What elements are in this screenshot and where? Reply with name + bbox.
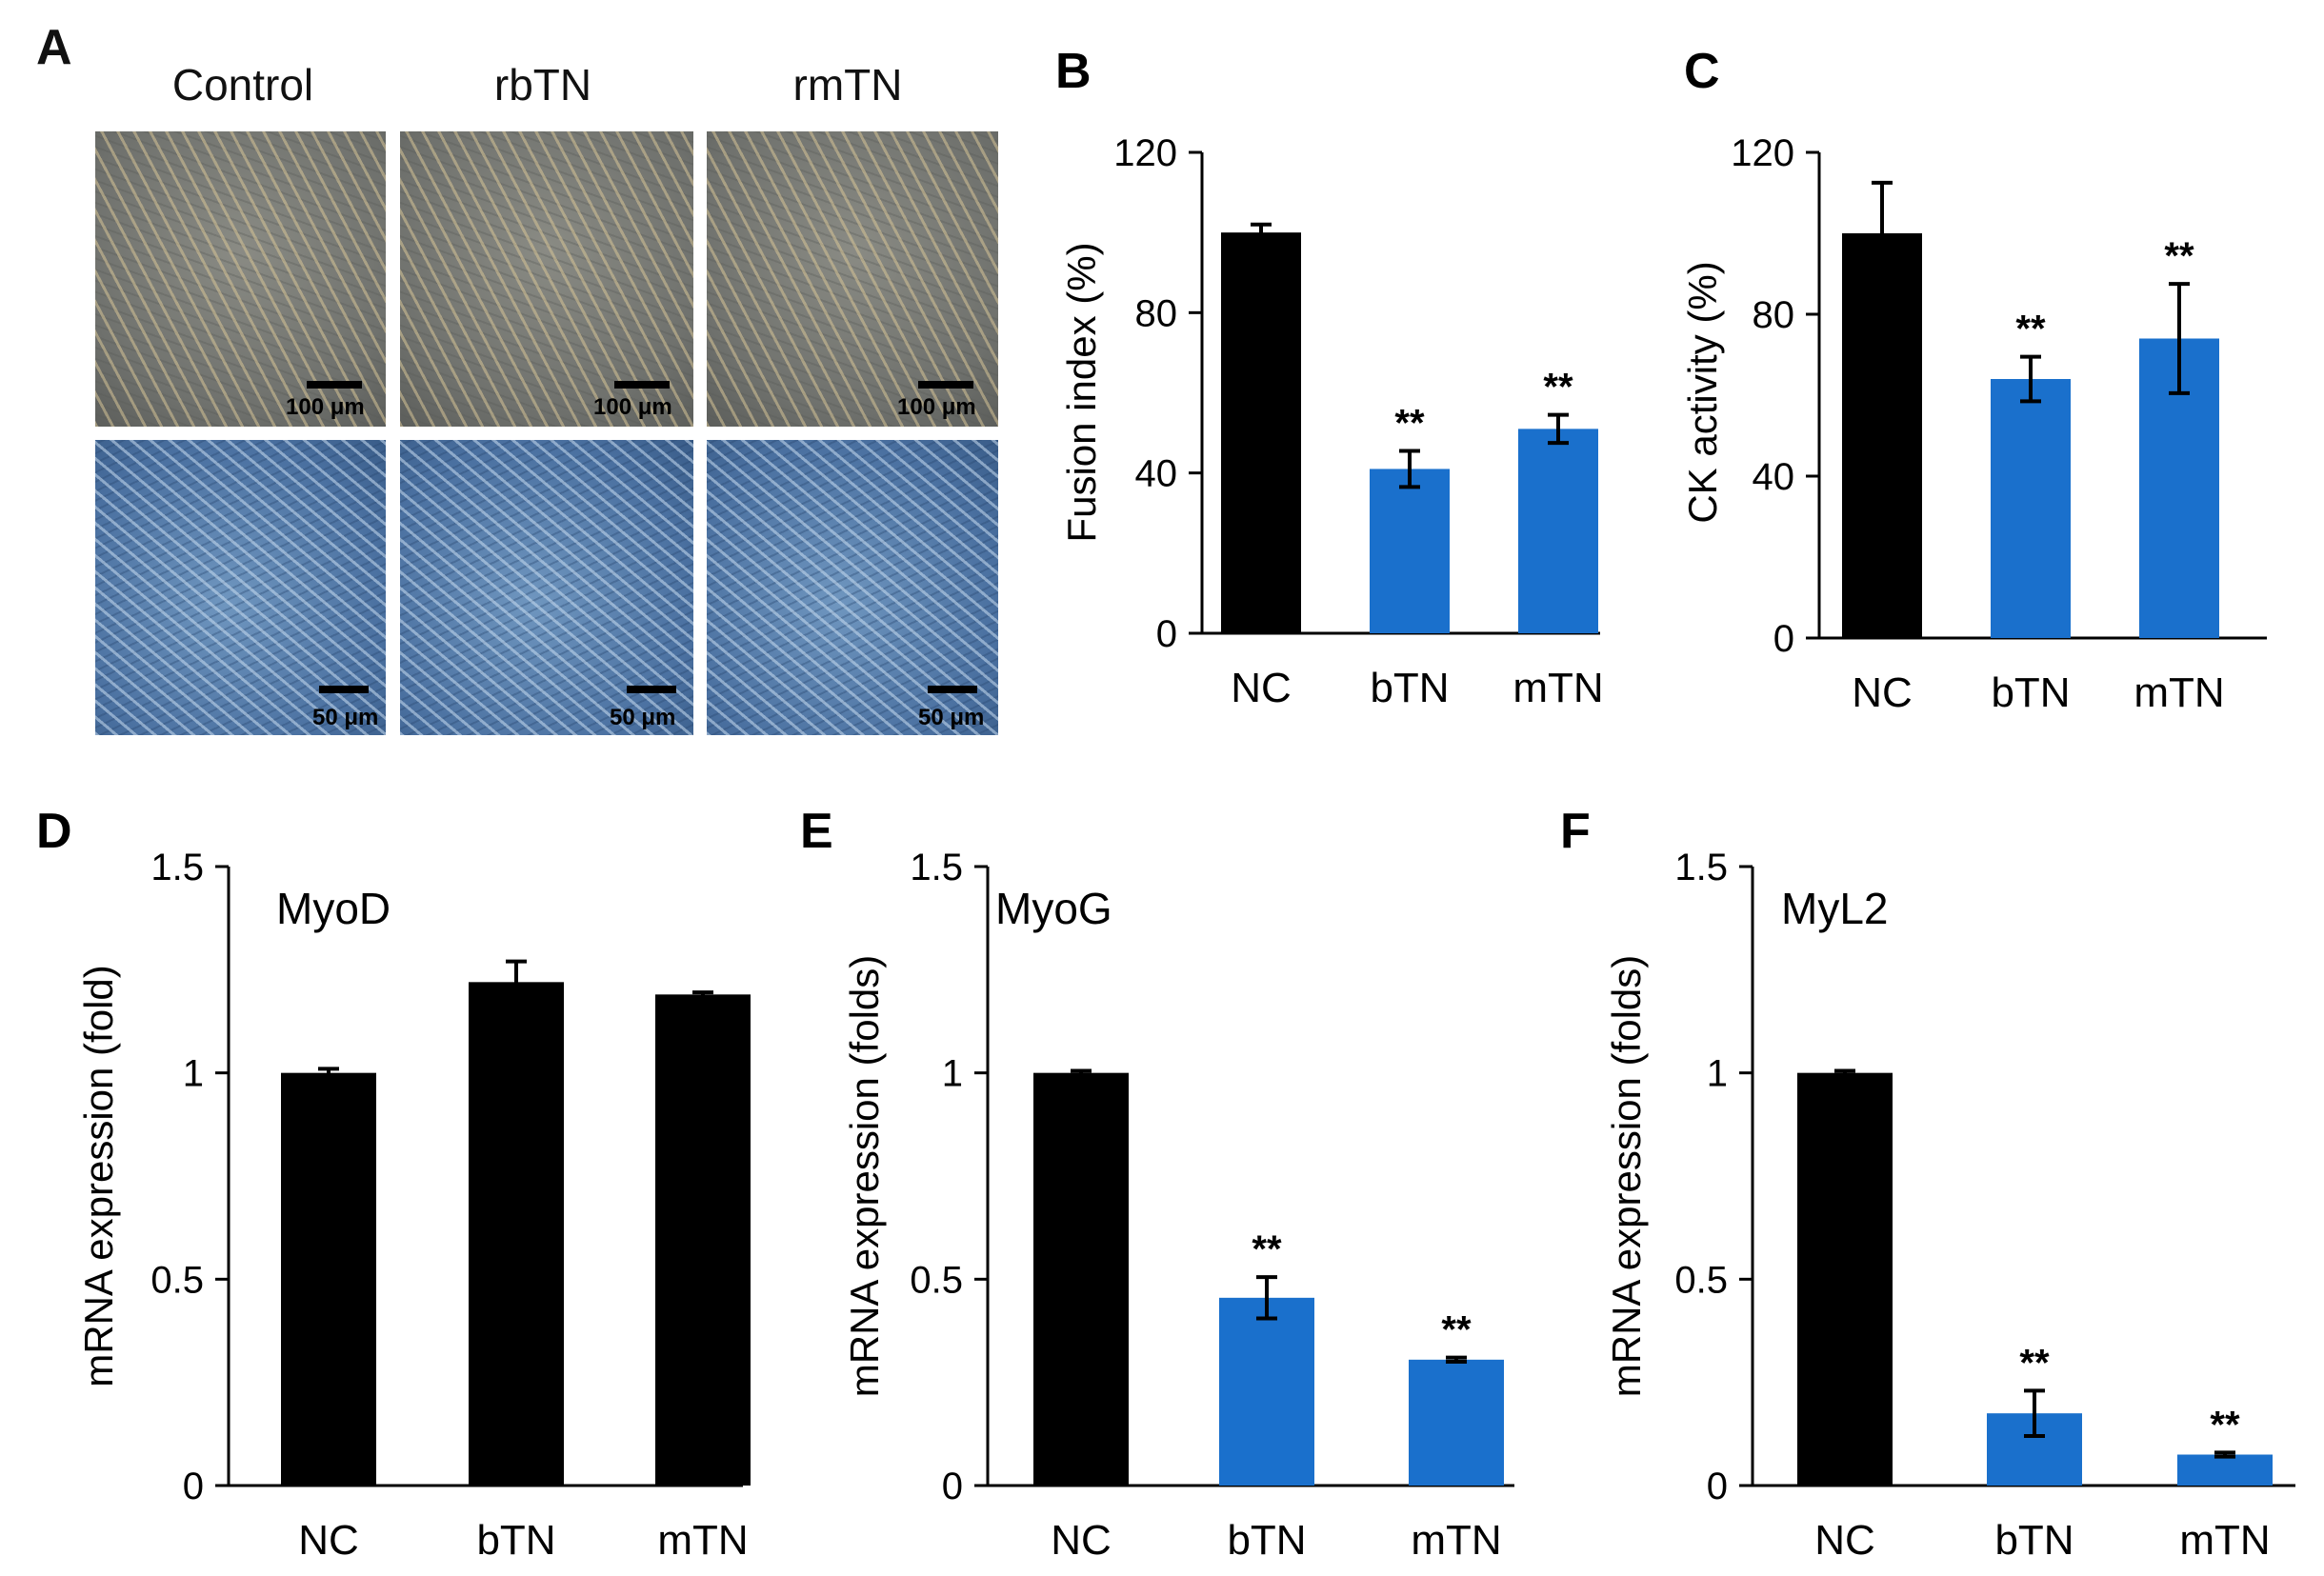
bar-nc	[1033, 1072, 1129, 1486]
significance-marker: **	[1252, 1228, 1282, 1270]
x-tick-label: NC	[298, 1517, 359, 1564]
y-tick-label: 0.5	[910, 1259, 963, 1301]
x-tick-label: mTN	[2134, 669, 2224, 716]
y-tick-label: 0	[942, 1466, 963, 1507]
significance-marker: **	[1394, 403, 1425, 445]
y-tick-label: 40	[1135, 453, 1178, 495]
bar-mtn	[1518, 429, 1598, 633]
scale-label: 50 μm	[918, 705, 985, 730]
x-tick-label: bTN	[1994, 1517, 2074, 1564]
scale-label: 100 μm	[286, 394, 365, 420]
scale-bar	[918, 381, 973, 389]
scale-label: 50 μm	[312, 705, 379, 730]
bar-btn	[1991, 379, 2071, 638]
y-tick-label: 0	[1773, 618, 1794, 660]
y-tick-label: 1.5	[1674, 847, 1728, 888]
x-tick-label: mTN	[2179, 1517, 2270, 1564]
significance-marker: **	[2015, 309, 2046, 350]
y-tick-label: 0	[1156, 613, 1177, 655]
y-tick-label: 120	[1731, 132, 1794, 174]
significance-marker: **	[1543, 367, 1573, 409]
x-tick-label: NC	[1814, 1517, 1875, 1564]
x-tick-label: bTN	[476, 1517, 555, 1564]
significance-marker: **	[2019, 1342, 2050, 1384]
bar-nc	[281, 1072, 376, 1486]
scale-bar	[307, 381, 362, 389]
y-tick-label: 1.5	[150, 847, 204, 888]
scale-bar	[928, 686, 977, 693]
bar-nc	[1221, 232, 1301, 633]
scale-label: 100 μm	[593, 394, 672, 420]
chart-myod: D 0 0.5 1 1.5 mRNA expression (fold) MyoD NC bTN…	[36, 804, 751, 1564]
panel-letter: D	[36, 804, 72, 859]
panel-letter-a: A	[36, 20, 72, 75]
chart-title: MyL2	[1781, 884, 1888, 933]
scale-bar	[627, 686, 676, 693]
y-tick-label: 40	[1753, 456, 1795, 498]
x-tick-label: mTN	[657, 1517, 748, 1564]
micrograph-rbtn-bottom: 50 μm	[400, 440, 693, 735]
bar-nc	[1842, 233, 1922, 638]
panel-letter: F	[1560, 804, 1591, 859]
bar-mtn	[2177, 1454, 2273, 1486]
x-tick-label: NC	[1852, 669, 1913, 716]
y-axis-label: mRNA expression (folds)	[842, 955, 887, 1397]
panel-letter: E	[800, 804, 833, 859]
bar-btn	[1219, 1297, 1314, 1486]
panel-letter: C	[1684, 44, 1720, 99]
chart-myl2: F 0 0.5 1 1.5 mRNA expression (folds) MyL2 NC **…	[1560, 804, 2295, 1564]
micrograph-control-top: 100 μm	[95, 131, 386, 427]
chart-fusion-index: B 0 40 80 120 Fusion index (%) NC ** bTN ** mTN	[1055, 44, 1604, 711]
x-tick-label: NC	[1231, 665, 1292, 711]
y-tick-label: 80	[1753, 294, 1795, 336]
y-tick-label: 0.5	[150, 1259, 204, 1301]
y-axis-label: mRNA expression (fold)	[76, 965, 121, 1386]
chart-title: MyoG	[995, 884, 1112, 933]
panel-letter: B	[1055, 44, 1092, 99]
column-label-rbtn: rbTN	[493, 60, 592, 110]
y-axis-label: Fusion index (%)	[1059, 242, 1104, 542]
x-tick-label: bTN	[1227, 1517, 1306, 1564]
y-tick-label: 80	[1135, 292, 1178, 334]
y-tick-label: 0	[183, 1466, 204, 1507]
y-tick-label: 0	[1707, 1466, 1728, 1507]
scale-label: 100 μm	[897, 394, 976, 420]
bar-btn	[469, 982, 564, 1486]
bar-mtn	[1409, 1359, 1504, 1486]
y-tick-label: 1	[942, 1053, 963, 1095]
bar-btn	[1370, 469, 1450, 633]
micrograph-rbtn-top: 100 μm	[400, 131, 693, 427]
x-tick-label: mTN	[1411, 1517, 1501, 1564]
y-tick-label: 0.5	[1674, 1259, 1728, 1301]
chart-title: MyoD	[276, 884, 391, 933]
y-tick-label: 1	[183, 1053, 204, 1095]
micrograph-rmtn-top: 100 μm	[707, 131, 998, 427]
chart-ck-activity: C 0 40 80 120 CK activity (%) NC ** bTN ** mTN	[1680, 44, 2267, 716]
scale-bar	[319, 686, 369, 693]
scale-label: 50 μm	[610, 705, 676, 730]
y-tick-label: 120	[1113, 132, 1177, 174]
column-label-control: Control	[171, 60, 314, 110]
x-tick-label: bTN	[1991, 669, 2070, 716]
y-axis-label: mRNA expression (folds)	[1604, 955, 1649, 1397]
bar-nc	[1797, 1072, 1893, 1486]
micrograph-rmtn-bottom: 50 μm	[707, 440, 998, 735]
chart-myog: E 0 0.5 1 1.5 mRNA expression (folds) MyoG NC **…	[800, 804, 1514, 1564]
x-tick-label: NC	[1051, 1517, 1112, 1564]
significance-marker: **	[2164, 235, 2194, 277]
x-tick-label: mTN	[1513, 665, 1603, 711]
significance-marker: **	[2210, 1404, 2240, 1446]
y-axis-label: CK activity (%)	[1680, 261, 1725, 523]
column-label-rmtn: rmTN	[792, 60, 903, 110]
y-tick-label: 1	[1707, 1053, 1728, 1095]
y-tick-label: 1.5	[910, 847, 963, 888]
scale-bar	[614, 381, 670, 389]
bar-mtn	[655, 994, 751, 1486]
micrograph-control-bottom: 50 μm	[95, 440, 386, 735]
significance-marker: **	[1441, 1309, 1472, 1351]
x-tick-label: bTN	[1370, 665, 1449, 711]
